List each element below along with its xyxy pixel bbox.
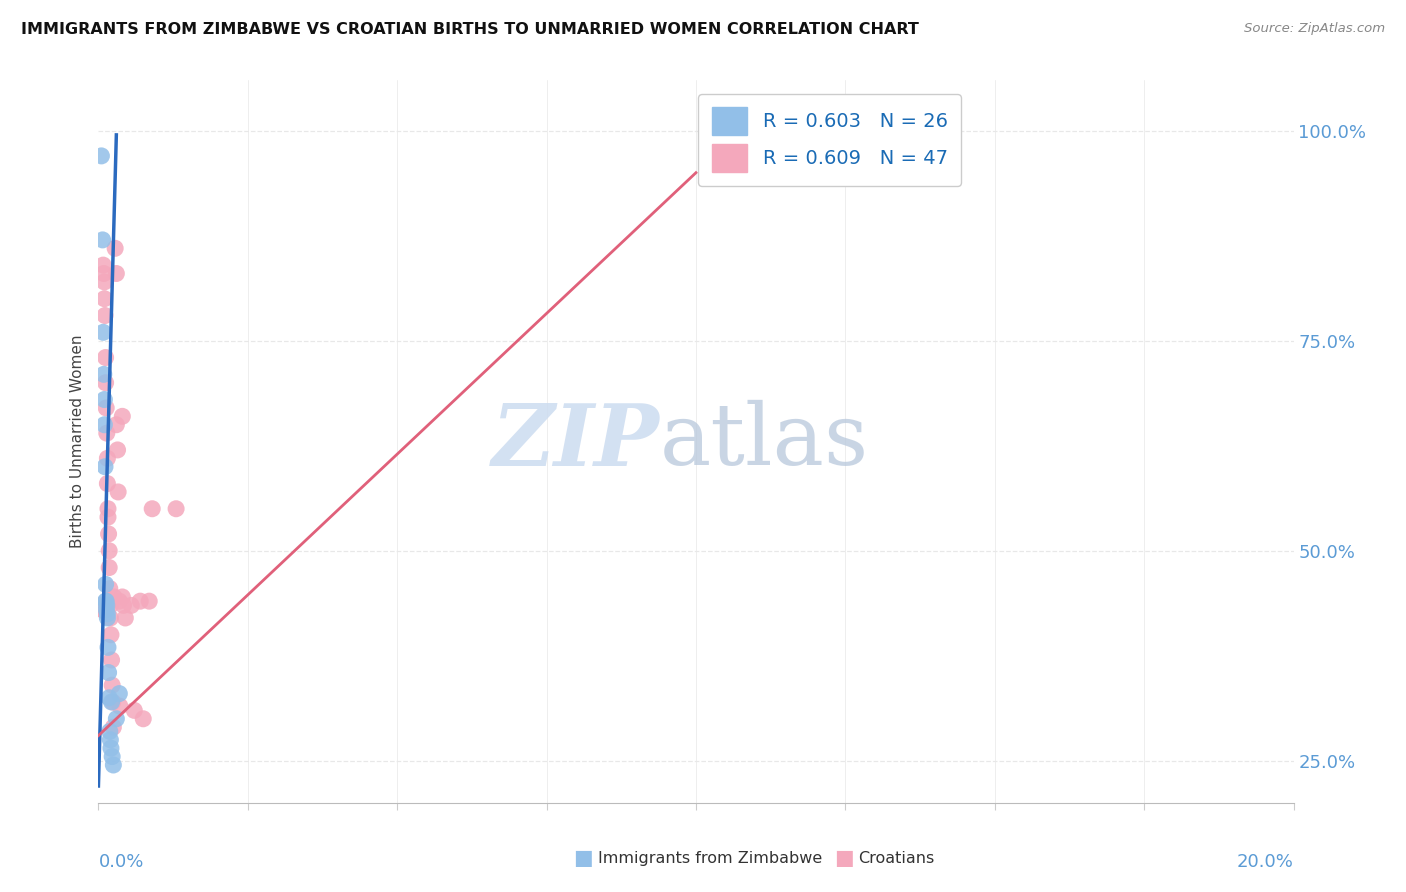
Point [100,653,122,667]
Point [101,749,124,764]
Text: IMMIGRANTS FROM ZIMBABWE VS CROATIAN BIRTHS TO UNMARRIED WOMEN CORRELATION CHART: IMMIGRANTS FROM ZIMBABWE VS CROATIAN BIR… [21,22,920,37]
Point [91,326,114,340]
Point [105,712,128,726]
Point [103,720,125,734]
Point [94,309,117,323]
Point [105,267,128,281]
Point [108,687,131,701]
Point [98,690,121,705]
Point [94,594,117,608]
Point [97,510,120,524]
Point [98,599,122,613]
Point [98,582,121,596]
Point [97,501,120,516]
Point [96,594,118,608]
Point [97,527,120,541]
Point [108,594,131,608]
Text: Source: ZipAtlas.com: Source: ZipAtlas.com [1244,22,1385,36]
Point [132,712,155,726]
Point [114,611,136,625]
Text: 20.0%: 20.0% [1237,854,1294,871]
Point [124,703,146,717]
Text: 0.0%: 0.0% [98,854,143,871]
Point [93,292,115,306]
Point [90,149,112,163]
Point [111,590,134,604]
Point [98,560,121,574]
Point [98,543,121,558]
Point [111,409,134,424]
Point [104,241,127,255]
Point [96,602,118,616]
Point [96,401,118,415]
Point [124,863,146,877]
Point [129,594,152,608]
Point [96,426,118,441]
Point [91,602,114,616]
Point [107,442,129,457]
Point [96,476,118,491]
Point [101,695,124,709]
Point [93,368,115,382]
Point [101,678,124,692]
Point [98,611,122,625]
Text: ZIP: ZIP [492,400,661,483]
Point [100,628,122,642]
Point [96,611,118,625]
Point [117,825,139,839]
Y-axis label: Births to Unmarried Women: Births to Unmarried Women [69,334,84,549]
Point [103,590,125,604]
Point [165,501,187,516]
Point [100,695,122,709]
Point [96,607,118,621]
Text: Croatians: Croatians [858,851,934,865]
Point [94,577,117,591]
Text: atlas: atlas [661,400,869,483]
Point [91,258,114,272]
Point [93,417,115,432]
Point [94,351,117,365]
Point [103,758,125,772]
Point [112,599,135,613]
Point [91,233,114,247]
Text: ■: ■ [834,848,853,868]
Point [94,459,117,474]
Point [100,741,122,756]
Point [98,724,121,739]
Point [120,599,142,613]
Point [141,501,163,516]
Point [108,699,131,714]
Point [93,275,115,289]
Point [91,602,114,616]
Point [105,417,128,432]
Point [94,376,117,390]
Legend: R = 0.603   N = 26, R = 0.609   N = 47: R = 0.603 N = 26, R = 0.609 N = 47 [699,94,962,186]
Text: Immigrants from Zimbabwe: Immigrants from Zimbabwe [598,851,821,865]
Point [90,599,112,613]
Point [96,599,118,613]
Point [97,665,120,680]
Point [107,485,129,500]
Point [97,640,120,655]
Point [96,451,118,466]
Text: ■: ■ [574,848,593,868]
Point [138,594,160,608]
Point [93,267,115,281]
Point [93,392,115,407]
Point [98,732,122,747]
